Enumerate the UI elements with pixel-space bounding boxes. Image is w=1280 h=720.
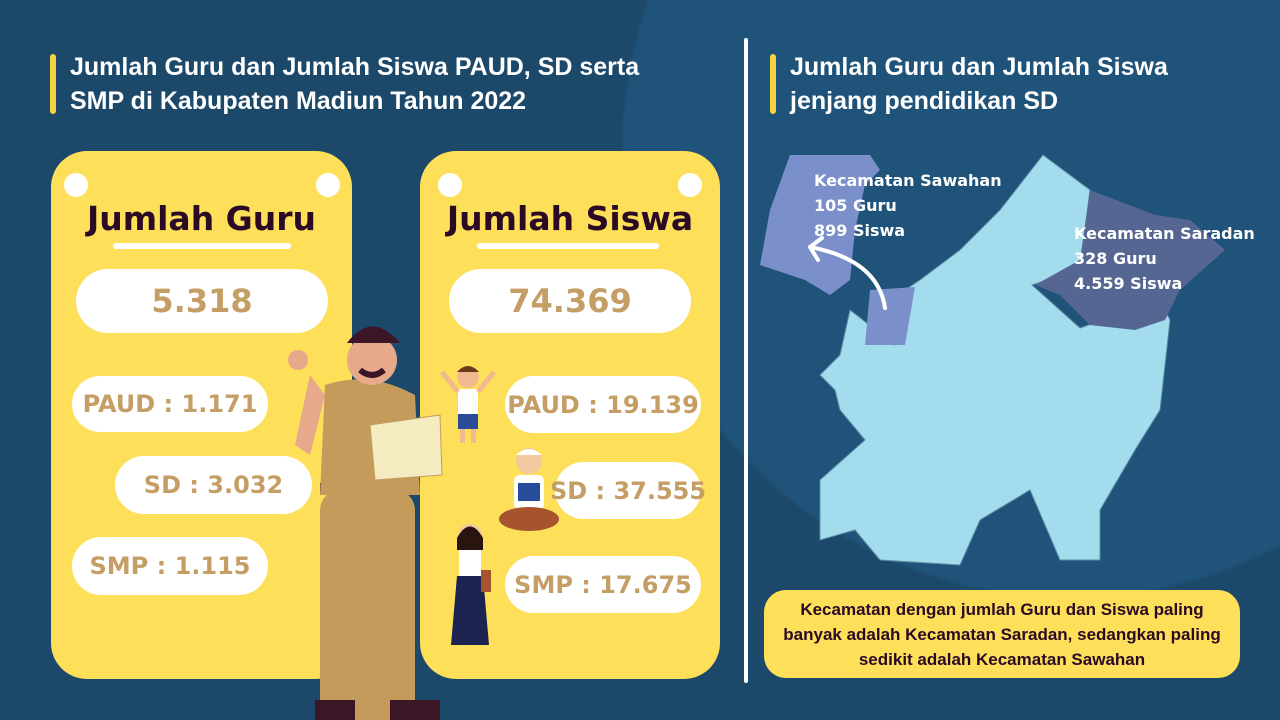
saradan-guru: 328 Guru <box>1074 249 1157 268</box>
sawahan-arrow-icon <box>808 236 887 310</box>
right-title-line2: jenjang pendidikan SD <box>790 87 1059 115</box>
guru-sd: SD : 3.032 <box>115 456 312 514</box>
siswa-paud: PAUD : 19.139 <box>505 376 701 433</box>
right-title: Jumlah Guru dan Jumlah Siswa jenjang pen… <box>770 50 1168 118</box>
student-girl-icon <box>451 524 491 645</box>
map-kecamatan-sawahan-inset <box>865 287 915 345</box>
madiun-map <box>760 154 1225 566</box>
left-title: Jumlah Guru dan Jumlah Siswa PAUD, SD se… <box>50 50 639 118</box>
heading-underline <box>113 243 291 249</box>
sawahan-name: Kecamatan Sawahan <box>814 171 1002 190</box>
divider <box>744 38 748 683</box>
sawahan-siswa: 899 Siswa <box>814 221 906 240</box>
siswa-sd: SD : 37.555 <box>550 462 706 519</box>
conclusion-note: Kecamatan dengan jumlah Guru dan Siswa p… <box>764 590 1240 678</box>
student-boy-icon <box>440 366 496 443</box>
label-sawahan: Kecamatan Sawahan 105 Guru 899 Siswa <box>814 168 1002 243</box>
guru-smp: SMP : 1.115 <box>72 537 268 595</box>
card-hole <box>678 173 702 197</box>
sawahan-guru: 105 Guru <box>814 196 897 215</box>
teacher-illustration <box>288 326 443 720</box>
label-saradan: Kecamatan Saradan 328 Guru 4.559 Siswa <box>1074 221 1255 296</box>
siswa-total: 74.369 <box>449 269 691 333</box>
heading-underline <box>477 243 659 249</box>
student-reading-icon <box>499 448 559 531</box>
right-title-line1: Jumlah Guru dan Jumlah Siswa <box>790 53 1168 81</box>
card-hole <box>438 173 462 197</box>
saradan-name: Kecamatan Saradan <box>1074 224 1255 243</box>
guru-heading: Jumlah Guru <box>86 199 317 238</box>
map-kecamatan-saradan <box>1035 190 1225 330</box>
card-hole <box>64 173 88 197</box>
guru-total: 5.318 <box>76 269 328 333</box>
siswa-heading: Jumlah Siswa <box>446 199 694 238</box>
left-title-line1: Jumlah Guru dan Jumlah Siswa PAUD, SD se… <box>70 53 640 81</box>
siswa-smp: SMP : 17.675 <box>505 556 701 613</box>
guru-paud: PAUD : 1.171 <box>72 376 268 432</box>
left-title-line2: SMP di Kabupaten Madiun Tahun 2022 <box>70 87 527 115</box>
saradan-siswa: 4.559 Siswa <box>1074 274 1183 293</box>
card-hole <box>316 173 340 197</box>
